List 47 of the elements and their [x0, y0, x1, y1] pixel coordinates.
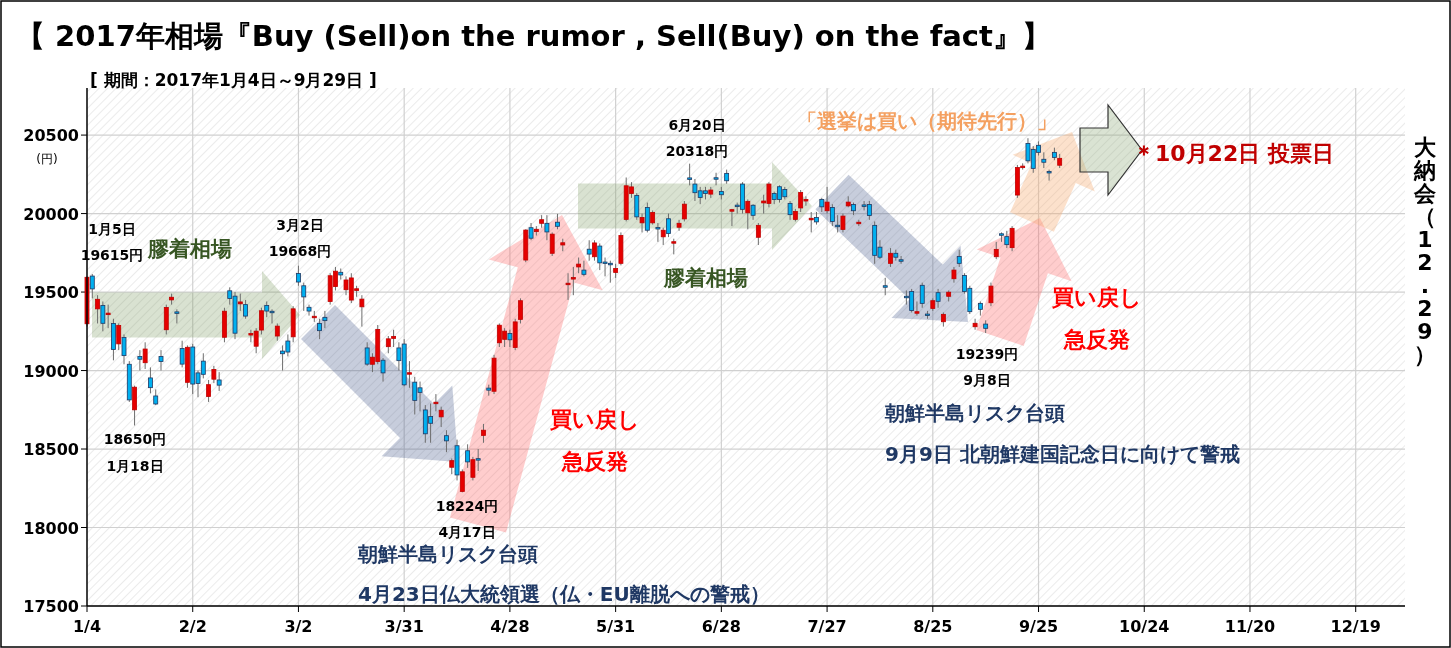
x-tick-label: 12/19	[1330, 617, 1381, 636]
annotation: 急反発	[1063, 327, 1130, 352]
x-tick-label: 11/20	[1224, 617, 1276, 636]
x-tick-label: 3/2	[284, 617, 313, 636]
x-tick-label: 10/24	[1119, 617, 1170, 636]
x-tick-label: 7/27	[807, 617, 847, 636]
annotation: 19239円	[955, 346, 1019, 362]
annotation: 9月9日 北朝鮮建国記念日に向けて警戒	[885, 442, 1240, 466]
chart-subtitle: [ 期間：2017年1月4日～9月29日 ]	[90, 70, 377, 90]
annotation: 19668円	[268, 243, 332, 259]
y-tick-label: 18000	[23, 518, 79, 538]
annotation: 20318円	[665, 143, 729, 159]
y-tick-label: 19000	[23, 361, 79, 381]
chart-title: 【 2017年相場『Buy (Sell)on the rumor , Sell(Buy) on the fact』】	[16, 19, 1051, 53]
y-tick-label: 20000	[23, 204, 79, 224]
annotation: 9月8日	[963, 372, 1011, 388]
x-tick-label: 2/2	[178, 617, 207, 636]
x-tick-label: 9/25	[1018, 617, 1059, 636]
annotation: 3月2日	[276, 217, 324, 233]
annotation: 4月23日仏大統領選（仏・EU離脱への警戒）	[358, 582, 770, 606]
annotation: 朝鮮半島リスク台頭	[357, 542, 538, 566]
annotation: 朝鮮半島リスク台頭	[884, 401, 1065, 425]
x-tick-label: 8/25	[913, 617, 953, 636]
x-tick-label: 5/31	[596, 617, 636, 636]
y-tick-label: 19500	[23, 283, 79, 303]
annotation: 買い戻し	[1051, 285, 1142, 310]
annotation: 18224円	[435, 498, 499, 514]
annotation: 買い戻し	[549, 407, 640, 432]
y-tick-label: 18500	[23, 440, 79, 460]
annotation: 1月18日	[106, 458, 164, 474]
y-axis-title: (円)	[36, 152, 58, 166]
annotation: 18650円	[103, 431, 167, 447]
annotation: ＊10月22日 投票日	[1133, 141, 1334, 166]
text: 大納会（12.29）	[1414, 135, 1436, 367]
annotation: 1月5日	[88, 221, 136, 237]
annotation: 「選挙は買い（期待先行）」	[797, 109, 1057, 133]
x-tick-label: 1/4	[72, 617, 102, 636]
y-tick-label: 20500	[23, 126, 79, 146]
x-tick-label: 4/28	[490, 617, 530, 636]
annotation: 膠着相場	[663, 266, 748, 290]
y-tick-label: 17500	[23, 597, 79, 616]
annotation: 急反発	[561, 449, 628, 474]
annotation: 6月20日	[668, 117, 726, 133]
x-tick-label: 6/28	[701, 617, 741, 636]
annotation: 膠着相場	[147, 237, 232, 261]
annotation: 4月17日	[438, 524, 496, 540]
x-tick-label: 3/31	[384, 617, 424, 636]
